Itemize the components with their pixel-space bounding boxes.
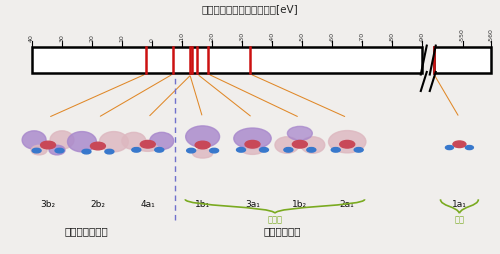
Circle shape [466, 146, 473, 150]
Ellipse shape [192, 150, 212, 158]
Text: 1b₁: 1b₁ [195, 199, 210, 208]
Text: 2a₁: 2a₁ [340, 199, 354, 208]
Ellipse shape [275, 137, 299, 154]
Ellipse shape [68, 132, 96, 152]
Ellipse shape [288, 127, 312, 141]
Circle shape [40, 142, 56, 149]
Circle shape [340, 141, 354, 149]
Text: 10: 10 [119, 34, 124, 42]
Circle shape [453, 141, 466, 148]
Circle shape [32, 149, 41, 153]
Ellipse shape [100, 132, 128, 152]
Text: -50: -50 [300, 32, 304, 42]
Text: 1b₂: 1b₂ [292, 199, 308, 208]
Circle shape [284, 148, 293, 152]
Ellipse shape [186, 126, 220, 148]
Circle shape [446, 146, 454, 150]
Circle shape [140, 141, 156, 149]
Text: -90: -90 [420, 32, 424, 42]
Circle shape [332, 148, 340, 152]
Text: 1a₁: 1a₁ [452, 199, 467, 208]
Text: -30: -30 [240, 32, 244, 42]
Ellipse shape [50, 131, 74, 150]
Text: 40: 40 [29, 34, 34, 42]
Ellipse shape [122, 133, 146, 150]
Circle shape [132, 148, 141, 152]
Text: 分子軌道のエネルギー準位[eV]: 分子軌道のエネルギー準位[eV] [202, 5, 298, 14]
Circle shape [354, 148, 363, 152]
Text: 非占有分子軌道: 非占有分子軌道 [64, 226, 108, 236]
Text: 2b₂: 2b₂ [90, 199, 106, 208]
Text: 30: 30 [59, 34, 64, 42]
Text: 4a₁: 4a₁ [140, 199, 155, 208]
Text: -70: -70 [360, 32, 364, 42]
Circle shape [292, 141, 308, 149]
Circle shape [307, 148, 316, 152]
Text: -40: -40 [270, 32, 274, 42]
Ellipse shape [31, 146, 47, 155]
Text: -20: -20 [210, 32, 214, 42]
Text: 価電子: 価電子 [268, 215, 282, 224]
Ellipse shape [22, 131, 46, 150]
Text: 3b₂: 3b₂ [40, 199, 56, 208]
Circle shape [105, 150, 114, 154]
Circle shape [260, 148, 268, 152]
Ellipse shape [150, 133, 174, 150]
Bar [434, 48, 491, 74]
Circle shape [55, 149, 64, 153]
Ellipse shape [242, 147, 262, 155]
Text: 内殻: 内殻 [454, 215, 464, 224]
Circle shape [90, 143, 106, 150]
Text: -550: -550 [460, 28, 465, 42]
Circle shape [195, 142, 210, 149]
Ellipse shape [49, 146, 65, 155]
Ellipse shape [328, 131, 366, 153]
Ellipse shape [138, 144, 158, 152]
Text: 0: 0 [149, 38, 154, 42]
Circle shape [186, 149, 196, 153]
Circle shape [210, 149, 218, 153]
Circle shape [236, 148, 246, 152]
Circle shape [155, 148, 164, 152]
Bar [32, 48, 422, 74]
Text: -10: -10 [180, 32, 184, 42]
Circle shape [245, 141, 260, 149]
Text: 3a₁: 3a₁ [245, 199, 260, 208]
Text: -80: -80 [390, 32, 394, 42]
Ellipse shape [301, 137, 325, 154]
Text: -60: -60 [330, 32, 334, 42]
Text: -560: -560 [488, 28, 494, 42]
Text: 20: 20 [89, 34, 94, 42]
Text: 占有分子軌道: 占有分子軌道 [264, 226, 301, 236]
Ellipse shape [234, 129, 271, 149]
Circle shape [82, 150, 91, 154]
